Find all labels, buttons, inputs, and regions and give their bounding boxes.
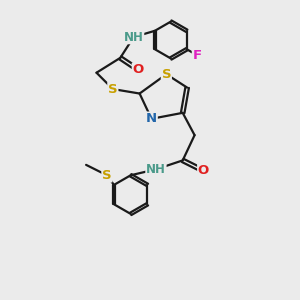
Text: NH: NH [146,163,166,176]
Text: S: S [108,82,118,96]
Text: S: S [102,169,112,182]
Text: S: S [161,68,171,81]
Text: O: O [198,164,209,177]
Text: N: N [146,112,157,125]
Text: F: F [193,49,202,62]
Text: NH: NH [124,31,144,44]
Text: O: O [133,63,144,76]
